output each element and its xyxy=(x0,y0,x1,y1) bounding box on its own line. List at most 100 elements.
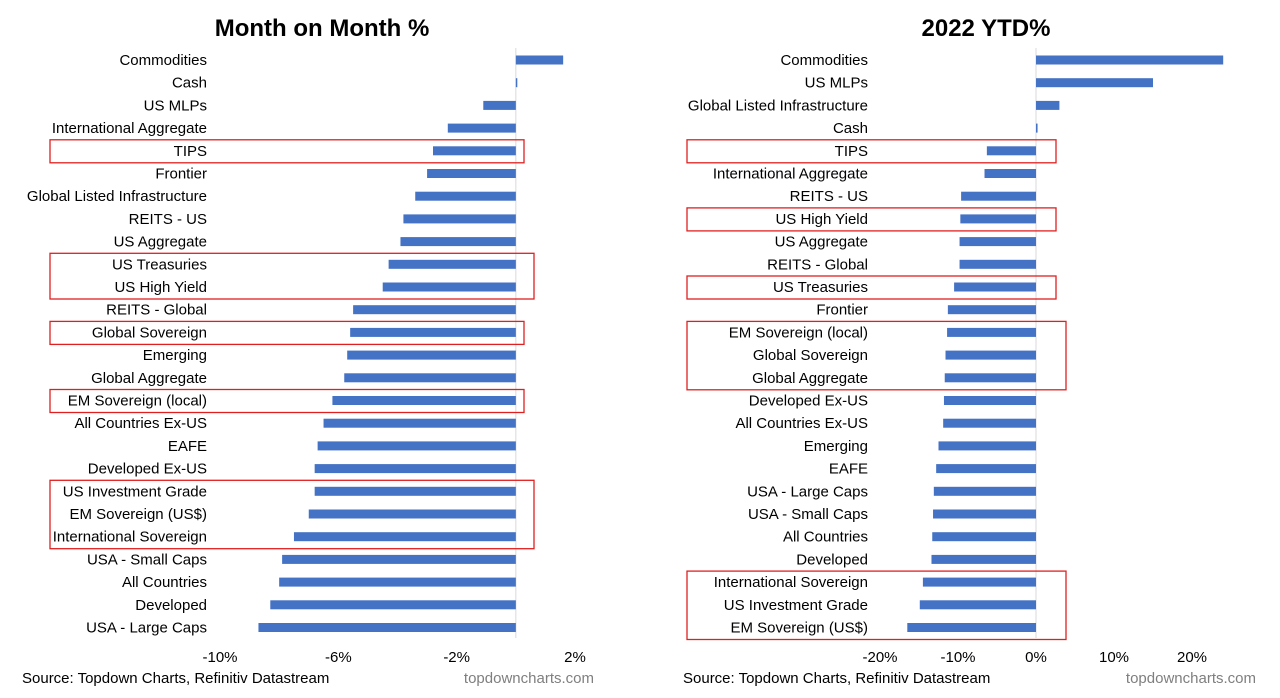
mom-category-label: USA - Large Caps xyxy=(86,620,207,637)
mom-chart-title: Month on Month % xyxy=(215,15,430,42)
mom-category-label: US Aggregate xyxy=(114,234,207,251)
mom-bar xyxy=(308,509,516,519)
mom-x-tick-label: -6% xyxy=(325,649,352,666)
mom-watermark: topdowncharts.com xyxy=(464,670,594,687)
mom-bar xyxy=(323,418,516,428)
ytd-category-label: REITS - Global xyxy=(767,256,868,273)
ytd-bar xyxy=(919,600,1036,610)
ytd-bar xyxy=(1036,123,1038,133)
mom-category-label: Global Sovereign xyxy=(92,324,207,341)
ytd-category-label: USA - Large Caps xyxy=(747,483,868,500)
ytd-x-tick-label: 0% xyxy=(1025,649,1047,666)
ytd-source-note: Source: Topdown Charts, Refinitiv Datast… xyxy=(683,670,990,687)
ytd-chart-title: 2022 YTD% xyxy=(922,15,1051,42)
ytd-bar xyxy=(1036,55,1224,65)
ytd-category-label: Global Aggregate xyxy=(752,370,868,387)
ytd-bar xyxy=(922,577,1036,587)
ytd-bar xyxy=(945,350,1036,360)
ytd-category-label: International Aggregate xyxy=(713,166,868,183)
mom-category-label: All Countries xyxy=(122,574,207,591)
ytd-highlight-box xyxy=(686,320,1067,391)
ytd-bar xyxy=(986,146,1036,156)
ytd-bar xyxy=(960,214,1036,224)
mom-bar xyxy=(332,396,516,405)
ytd-highlight-box xyxy=(686,570,1067,641)
mom-category-label: EM Sovereign (US$) xyxy=(69,506,207,523)
ytd-category-label: Commodities xyxy=(780,52,868,69)
mom-bar xyxy=(293,532,516,542)
mom-category-label: EAFE xyxy=(168,438,207,455)
mom-bar xyxy=(258,623,516,632)
ytd-category-label: Global Listed Infrastructure xyxy=(688,97,868,114)
ytd-bar xyxy=(936,464,1036,474)
ytd-bar xyxy=(947,327,1036,337)
mom-chart: Month on Month % Source: Topdown Charts,… xyxy=(22,15,594,687)
mom-category-label: Developed xyxy=(135,597,207,614)
mom-highlight-box xyxy=(49,139,525,164)
ytd-highlight-box xyxy=(686,275,1057,300)
ytd-x-tick-label: -10% xyxy=(940,649,975,666)
mom-bar xyxy=(270,600,516,610)
mom-category-label: International Sovereign xyxy=(53,529,207,546)
mom-highlight-box xyxy=(49,252,535,300)
ytd-category-label: All Countries Ex-US xyxy=(735,415,868,432)
ytd-bar xyxy=(931,554,1036,564)
ytd-bar xyxy=(932,532,1036,542)
ytd-category-label: International Sovereign xyxy=(714,574,868,591)
mom-category-label: US Treasuries xyxy=(112,256,207,273)
mom-bar xyxy=(415,191,516,201)
mom-category-label: Cash xyxy=(172,75,207,92)
mom-bar xyxy=(282,554,516,564)
ytd-category-label: Cash xyxy=(833,120,868,137)
ytd-bar xyxy=(984,169,1036,178)
ytd-x-tick-label: 10% xyxy=(1099,649,1129,666)
mom-bar xyxy=(403,214,516,224)
mom-source-note: Source: Topdown Charts, Refinitiv Datast… xyxy=(22,670,329,687)
mom-category-label: Developed Ex-US xyxy=(88,461,207,478)
mom-category-label: Global Listed Infrastructure xyxy=(27,188,207,205)
ytd-category-label: EM Sovereign (local) xyxy=(729,324,868,341)
mom-bar xyxy=(427,169,516,178)
ytd-category-label: EAFE xyxy=(829,461,868,478)
mom-bar xyxy=(350,327,516,337)
ytd-category-label: Frontier xyxy=(816,302,868,319)
mom-bar xyxy=(314,486,516,496)
mom-bar xyxy=(314,464,516,474)
ytd-chart: 2022 YTD% Source: Topdown Charts, Refini… xyxy=(683,15,1256,687)
ytd-bar xyxy=(947,305,1036,315)
mom-category-label: USA - Small Caps xyxy=(87,551,207,568)
mom-category-label: REITS - Global xyxy=(106,302,207,319)
mom-category-label: TIPS xyxy=(174,143,207,160)
mom-bar xyxy=(317,441,516,451)
ytd-bar xyxy=(959,259,1036,269)
mom-bar xyxy=(388,259,516,269)
mom-category-label: US Investment Grade xyxy=(63,483,207,500)
ytd-x-tick-label: 20% xyxy=(1177,649,1207,666)
mom-x-tick-label: -2% xyxy=(443,649,470,666)
ytd-category-label: US Aggregate xyxy=(775,234,868,251)
mom-category-label: Global Aggregate xyxy=(91,370,207,387)
ytd-bar xyxy=(938,441,1036,451)
ytd-bar xyxy=(943,418,1036,428)
mom-category-label: Frontier xyxy=(155,166,207,183)
ytd-bar xyxy=(1036,78,1153,88)
ytd-category-label: TIPS xyxy=(835,143,868,160)
mom-category-label: US High Yield xyxy=(114,279,207,296)
ytd-category-label: US High Yield xyxy=(775,211,868,228)
mom-bar xyxy=(447,123,516,133)
ytd-category-label: US Investment Grade xyxy=(724,597,868,614)
mom-category-label: US MLPs xyxy=(144,97,207,114)
mom-bar xyxy=(347,350,516,360)
ytd-category-label: US MLPs xyxy=(805,75,868,92)
ytd-bar xyxy=(959,237,1036,247)
mom-bar xyxy=(483,100,516,110)
mom-highlight-box xyxy=(49,479,535,550)
mom-category-label: International Aggregate xyxy=(52,120,207,137)
mom-bar xyxy=(279,577,516,587)
mom-bar xyxy=(382,282,516,292)
mom-category-label: REITS - US xyxy=(129,211,207,228)
ytd-category-label: REITS - US xyxy=(790,188,868,205)
ytd-bar xyxy=(907,623,1036,632)
mom-bar xyxy=(353,305,516,315)
